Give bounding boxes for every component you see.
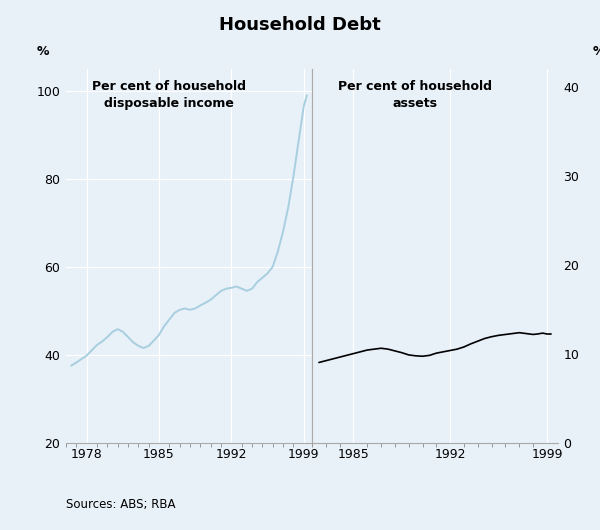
- Text: Household Debt: Household Debt: [219, 16, 381, 34]
- Text: %: %: [37, 45, 49, 58]
- Text: Per cent of household
assets: Per cent of household assets: [338, 80, 493, 110]
- Text: Per cent of household
disposable income: Per cent of household disposable income: [92, 80, 247, 110]
- Text: %: %: [592, 45, 600, 58]
- Text: Sources: ABS; RBA: Sources: ABS; RBA: [66, 498, 176, 511]
